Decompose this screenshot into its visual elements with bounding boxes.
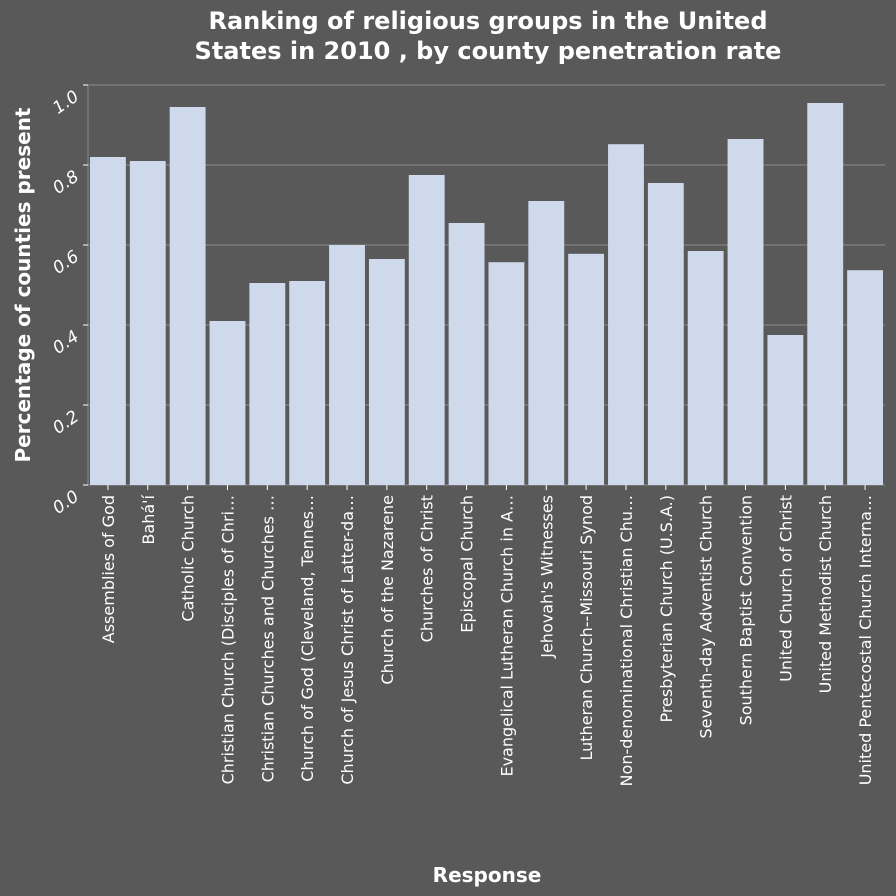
bar (448, 223, 485, 485)
y-tick-label: 0.4 (49, 327, 83, 359)
bar (488, 262, 525, 485)
x-tick-label: Episcopal Church (458, 495, 477, 633)
y-axis-title: Percentage of counties present (11, 107, 35, 462)
y-axis-ticks: 0.0 0.2 0.4 0.6 0.8 1.0 (49, 84, 88, 519)
bars (89, 103, 884, 485)
bar (209, 321, 246, 485)
x-tick-label: Christian Church (Disciples of Chri… (218, 495, 237, 784)
bar (528, 201, 565, 485)
bar (767, 335, 804, 485)
x-tick-label: Bahá'í (139, 494, 158, 544)
bar (329, 245, 365, 485)
chart-title: Ranking of religious groups in the Unite… (80, 6, 896, 66)
x-tick-label: Lutheran Church--Missouri Synod (577, 495, 596, 760)
y-tick-label: 0.0 (49, 487, 83, 519)
x-tick-label: United Church of Christ (776, 495, 795, 682)
bar (568, 253, 605, 485)
bar (129, 161, 166, 485)
bar (807, 103, 844, 485)
x-axis-title: Response (433, 863, 542, 887)
bar (89, 157, 126, 485)
x-axis-ticks: Assemblies of God Bahá'í Catholic Church Ch… (99, 485, 875, 786)
y-tick-label: 0.2 (49, 407, 83, 439)
x-tick-label: Churches of Christ (418, 495, 437, 642)
bar (368, 259, 405, 485)
x-tick-label: Church of God (Cleveland, Tennes… (298, 495, 317, 782)
bar (408, 175, 445, 485)
y-tick-label: 0.6 (49, 247, 83, 279)
bar (608, 144, 644, 485)
x-tick-label: Christian Churches and Churches … (258, 495, 277, 782)
x-tick-label: Seventh-day Adventist Church (697, 495, 716, 738)
x-tick-label: Presbyterian Church (U.S.A.) (657, 495, 676, 723)
bar (249, 283, 286, 485)
chart-title-line-1: Ranking of religious groups in the Unite… (208, 7, 768, 35)
x-tick-label: Catholic Church (179, 495, 198, 622)
bar (289, 281, 326, 485)
chart-title-line-2: States in 2010 , by county penetration r… (194, 37, 782, 65)
x-tick-label: United Methodist Church (816, 495, 835, 693)
x-tick-label: Assemblies of God (99, 495, 118, 643)
x-tick-label: United Pentecostal Church Interna… (856, 495, 875, 785)
y-tick-label: 1.0 (49, 87, 83, 119)
x-tick-label: Evangelical Lutheran Church in A… (497, 495, 516, 777)
bar (687, 251, 724, 485)
x-tick-label: Church of Jesus Christ of Latter-da… (338, 495, 357, 785)
bar (169, 107, 206, 485)
x-tick-label: Southern Baptist Convention (737, 495, 756, 725)
x-tick-label: Non-denominational Christian Chu… (617, 495, 636, 786)
bar (727, 139, 764, 485)
bar (647, 183, 684, 485)
grid-lines (87, 84, 885, 486)
bar (847, 270, 884, 485)
x-tick-label: Church of the Nazarene (378, 495, 397, 685)
y-tick-label: 0.8 (49, 167, 83, 199)
x-tick-label: Jehovah's Witnesses (537, 495, 556, 659)
